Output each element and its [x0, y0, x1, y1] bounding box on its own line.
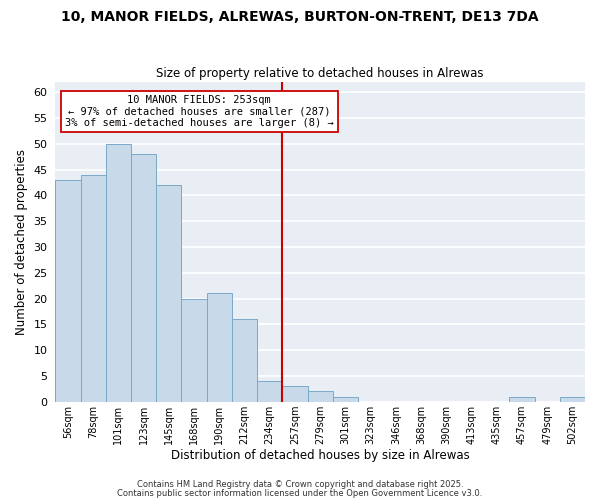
Text: Contains public sector information licensed under the Open Government Licence v3: Contains public sector information licen…: [118, 488, 482, 498]
Bar: [333, 396, 358, 402]
Bar: [283, 386, 308, 402]
Y-axis label: Number of detached properties: Number of detached properties: [15, 149, 28, 335]
Title: Size of property relative to detached houses in Alrewas: Size of property relative to detached ho…: [157, 66, 484, 80]
Bar: [560, 396, 585, 402]
Bar: [232, 319, 257, 402]
Bar: [131, 154, 156, 402]
Bar: [509, 396, 535, 402]
Bar: [308, 392, 333, 402]
Text: 10, MANOR FIELDS, ALREWAS, BURTON-ON-TRENT, DE13 7DA: 10, MANOR FIELDS, ALREWAS, BURTON-ON-TRE…: [61, 10, 539, 24]
Bar: [106, 144, 131, 402]
Bar: [55, 180, 80, 402]
Bar: [156, 185, 181, 402]
Bar: [257, 381, 283, 402]
Text: Contains HM Land Registry data © Crown copyright and database right 2025.: Contains HM Land Registry data © Crown c…: [137, 480, 463, 489]
Bar: [80, 175, 106, 402]
Bar: [206, 294, 232, 402]
Bar: [181, 298, 206, 402]
X-axis label: Distribution of detached houses by size in Alrewas: Distribution of detached houses by size …: [171, 450, 470, 462]
Text: 10 MANOR FIELDS: 253sqm
← 97% of detached houses are smaller (287)
3% of semi-de: 10 MANOR FIELDS: 253sqm ← 97% of detache…: [65, 95, 334, 128]
